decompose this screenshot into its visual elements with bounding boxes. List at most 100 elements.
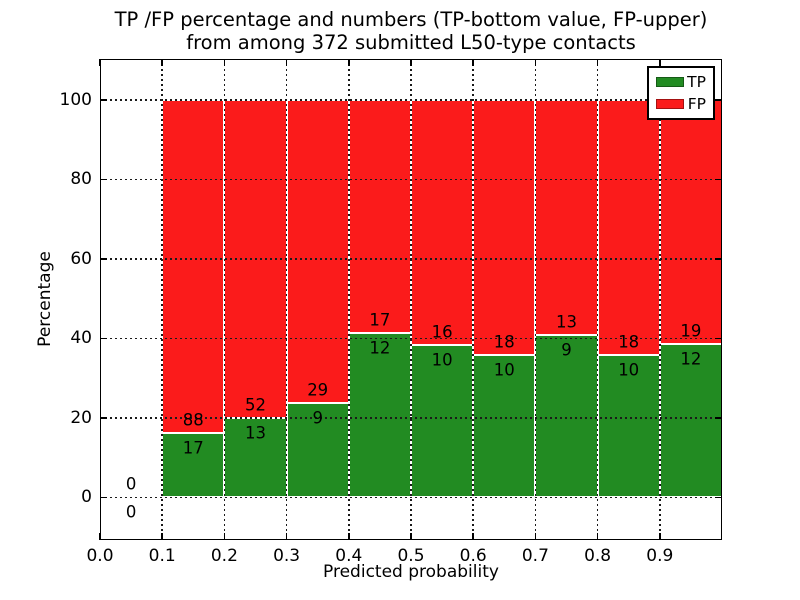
x-tick-bottom xyxy=(348,533,350,540)
x-tick-top xyxy=(659,59,661,66)
x-tick-top xyxy=(223,59,226,66)
y-tick-left xyxy=(100,178,107,181)
bar-label-fp: 13 xyxy=(556,312,577,332)
bar-fp xyxy=(659,99,722,344)
y-tick-right xyxy=(715,496,722,499)
x-tick-bottom xyxy=(99,533,101,540)
y-tick-label: 0 xyxy=(81,487,92,508)
bar-label-fp: 88 xyxy=(182,410,204,430)
bar-label-fp: 18 xyxy=(493,332,515,352)
x-tick-top xyxy=(99,59,101,66)
grid-line-v xyxy=(347,59,350,540)
x-tick-label: 0.8 xyxy=(584,546,612,566)
bar-label-fp: 29 xyxy=(307,380,329,400)
grid-line-v xyxy=(223,59,226,540)
x-tick-top xyxy=(285,59,288,66)
bar-fp xyxy=(597,99,660,356)
x-tick-bottom xyxy=(223,533,226,540)
y-tick-label: 80 xyxy=(70,169,92,190)
bar-label-tp: 9 xyxy=(561,340,572,360)
x-tick-label: 0.6 xyxy=(459,546,487,566)
x-tick-label: 0.3 xyxy=(273,546,301,566)
x-tick-label: 0.0 xyxy=(86,546,114,566)
bar-fp xyxy=(162,99,225,434)
bar-tp xyxy=(348,332,411,498)
bar-label-fp: 18 xyxy=(618,332,640,352)
x-tick-top xyxy=(348,59,350,66)
x-tick-label: 0.9 xyxy=(646,546,674,566)
bar-label-tp: 13 xyxy=(245,423,266,443)
x-tick-bottom xyxy=(534,533,537,540)
bar-fp xyxy=(286,99,349,404)
grid-line-v xyxy=(534,59,537,540)
x-tick-bottom xyxy=(161,533,163,540)
x-axis-label: Predicted probability xyxy=(323,562,499,582)
bar-label-fp: 19 xyxy=(680,321,702,341)
bar-tp xyxy=(535,334,598,498)
y-tick-right xyxy=(715,258,722,260)
grid-line-v xyxy=(596,59,599,540)
legend-swatch-tp xyxy=(656,77,684,87)
bar-fp xyxy=(473,99,536,356)
bar-label-fp: 16 xyxy=(431,322,453,342)
bar-fp xyxy=(348,99,411,333)
x-tick-top xyxy=(596,59,599,66)
grid-line-v xyxy=(472,59,475,540)
bar-label-fp: 17 xyxy=(369,310,391,330)
bar-label-tp: 10 xyxy=(618,360,640,380)
x-tick-bottom xyxy=(596,533,599,540)
x-tick-bottom xyxy=(659,533,661,540)
legend-label-tp: TP xyxy=(687,73,706,91)
y-tick-left xyxy=(100,417,107,419)
grid-line-v xyxy=(658,59,661,540)
bar-label-tp: 10 xyxy=(493,360,515,380)
chart-title: TP /FP percentage and numbers (TP-bottom… xyxy=(100,8,722,54)
legend-swatch-fp xyxy=(656,99,684,109)
plot-inner: 0 0 88 17 52 13 29 9 17 12 16 10 18 10 13 9 18 10 19 12 TP … xyxy=(99,59,722,540)
bar-label-tp: 0 xyxy=(125,502,137,522)
chart-title-line2: from among 372 submitted L50-type contac… xyxy=(186,31,636,54)
bar-tp xyxy=(411,344,474,498)
y-tick-left xyxy=(100,337,107,340)
bar-label-tp: 12 xyxy=(369,338,391,358)
y-tick-right xyxy=(715,178,722,181)
x-tick-bottom xyxy=(472,533,474,540)
x-tick-label: 0.1 xyxy=(148,546,176,566)
bar-label-tp: 12 xyxy=(680,349,702,369)
x-tick-label: 0.7 xyxy=(521,546,549,566)
legend-label-fp: FP xyxy=(687,95,706,113)
legend-row-fp: FP xyxy=(656,96,706,112)
y-tick-left xyxy=(100,496,107,499)
x-tick-top xyxy=(410,59,412,66)
y-tick-label: 20 xyxy=(70,407,92,428)
bar-label-fp: 0 xyxy=(125,474,137,494)
bar-label-tp: 10 xyxy=(431,350,453,370)
y-tick-label: 60 xyxy=(70,248,92,269)
y-tick-left xyxy=(100,258,107,260)
y-tick-left xyxy=(100,99,107,101)
x-tick-top xyxy=(161,59,163,66)
y-tick-label: 100 xyxy=(59,89,92,110)
plot-area: 0 0 88 17 52 13 29 9 17 12 16 10 18 10 13 9 18 10 19 12 TP … xyxy=(99,59,722,540)
x-tick-label: 0.4 xyxy=(335,546,363,566)
bar-label-tp: 9 xyxy=(312,408,323,428)
grid-line-v xyxy=(410,59,412,540)
grid-line-v xyxy=(285,59,288,540)
grid-line-v xyxy=(161,59,164,540)
y-tick-right xyxy=(715,417,722,419)
x-tick-label: 0.2 xyxy=(210,546,238,566)
y-tick-label: 40 xyxy=(70,328,92,349)
chart-title-line1: TP /FP percentage and numbers (TP-bottom… xyxy=(114,8,708,31)
y-tick-right xyxy=(715,337,722,340)
x-tick-top xyxy=(534,59,537,66)
bar-label-fp: 52 xyxy=(245,395,266,415)
legend-row-tp: TP xyxy=(656,74,706,90)
legend: TP FP xyxy=(647,66,715,120)
x-tick-bottom xyxy=(285,533,288,540)
bar-fp xyxy=(411,99,474,345)
bar-label-tp: 17 xyxy=(182,438,204,458)
bar-fp xyxy=(535,99,598,335)
x-tick-top xyxy=(472,59,474,66)
x-tick-label: 0.5 xyxy=(397,546,425,566)
